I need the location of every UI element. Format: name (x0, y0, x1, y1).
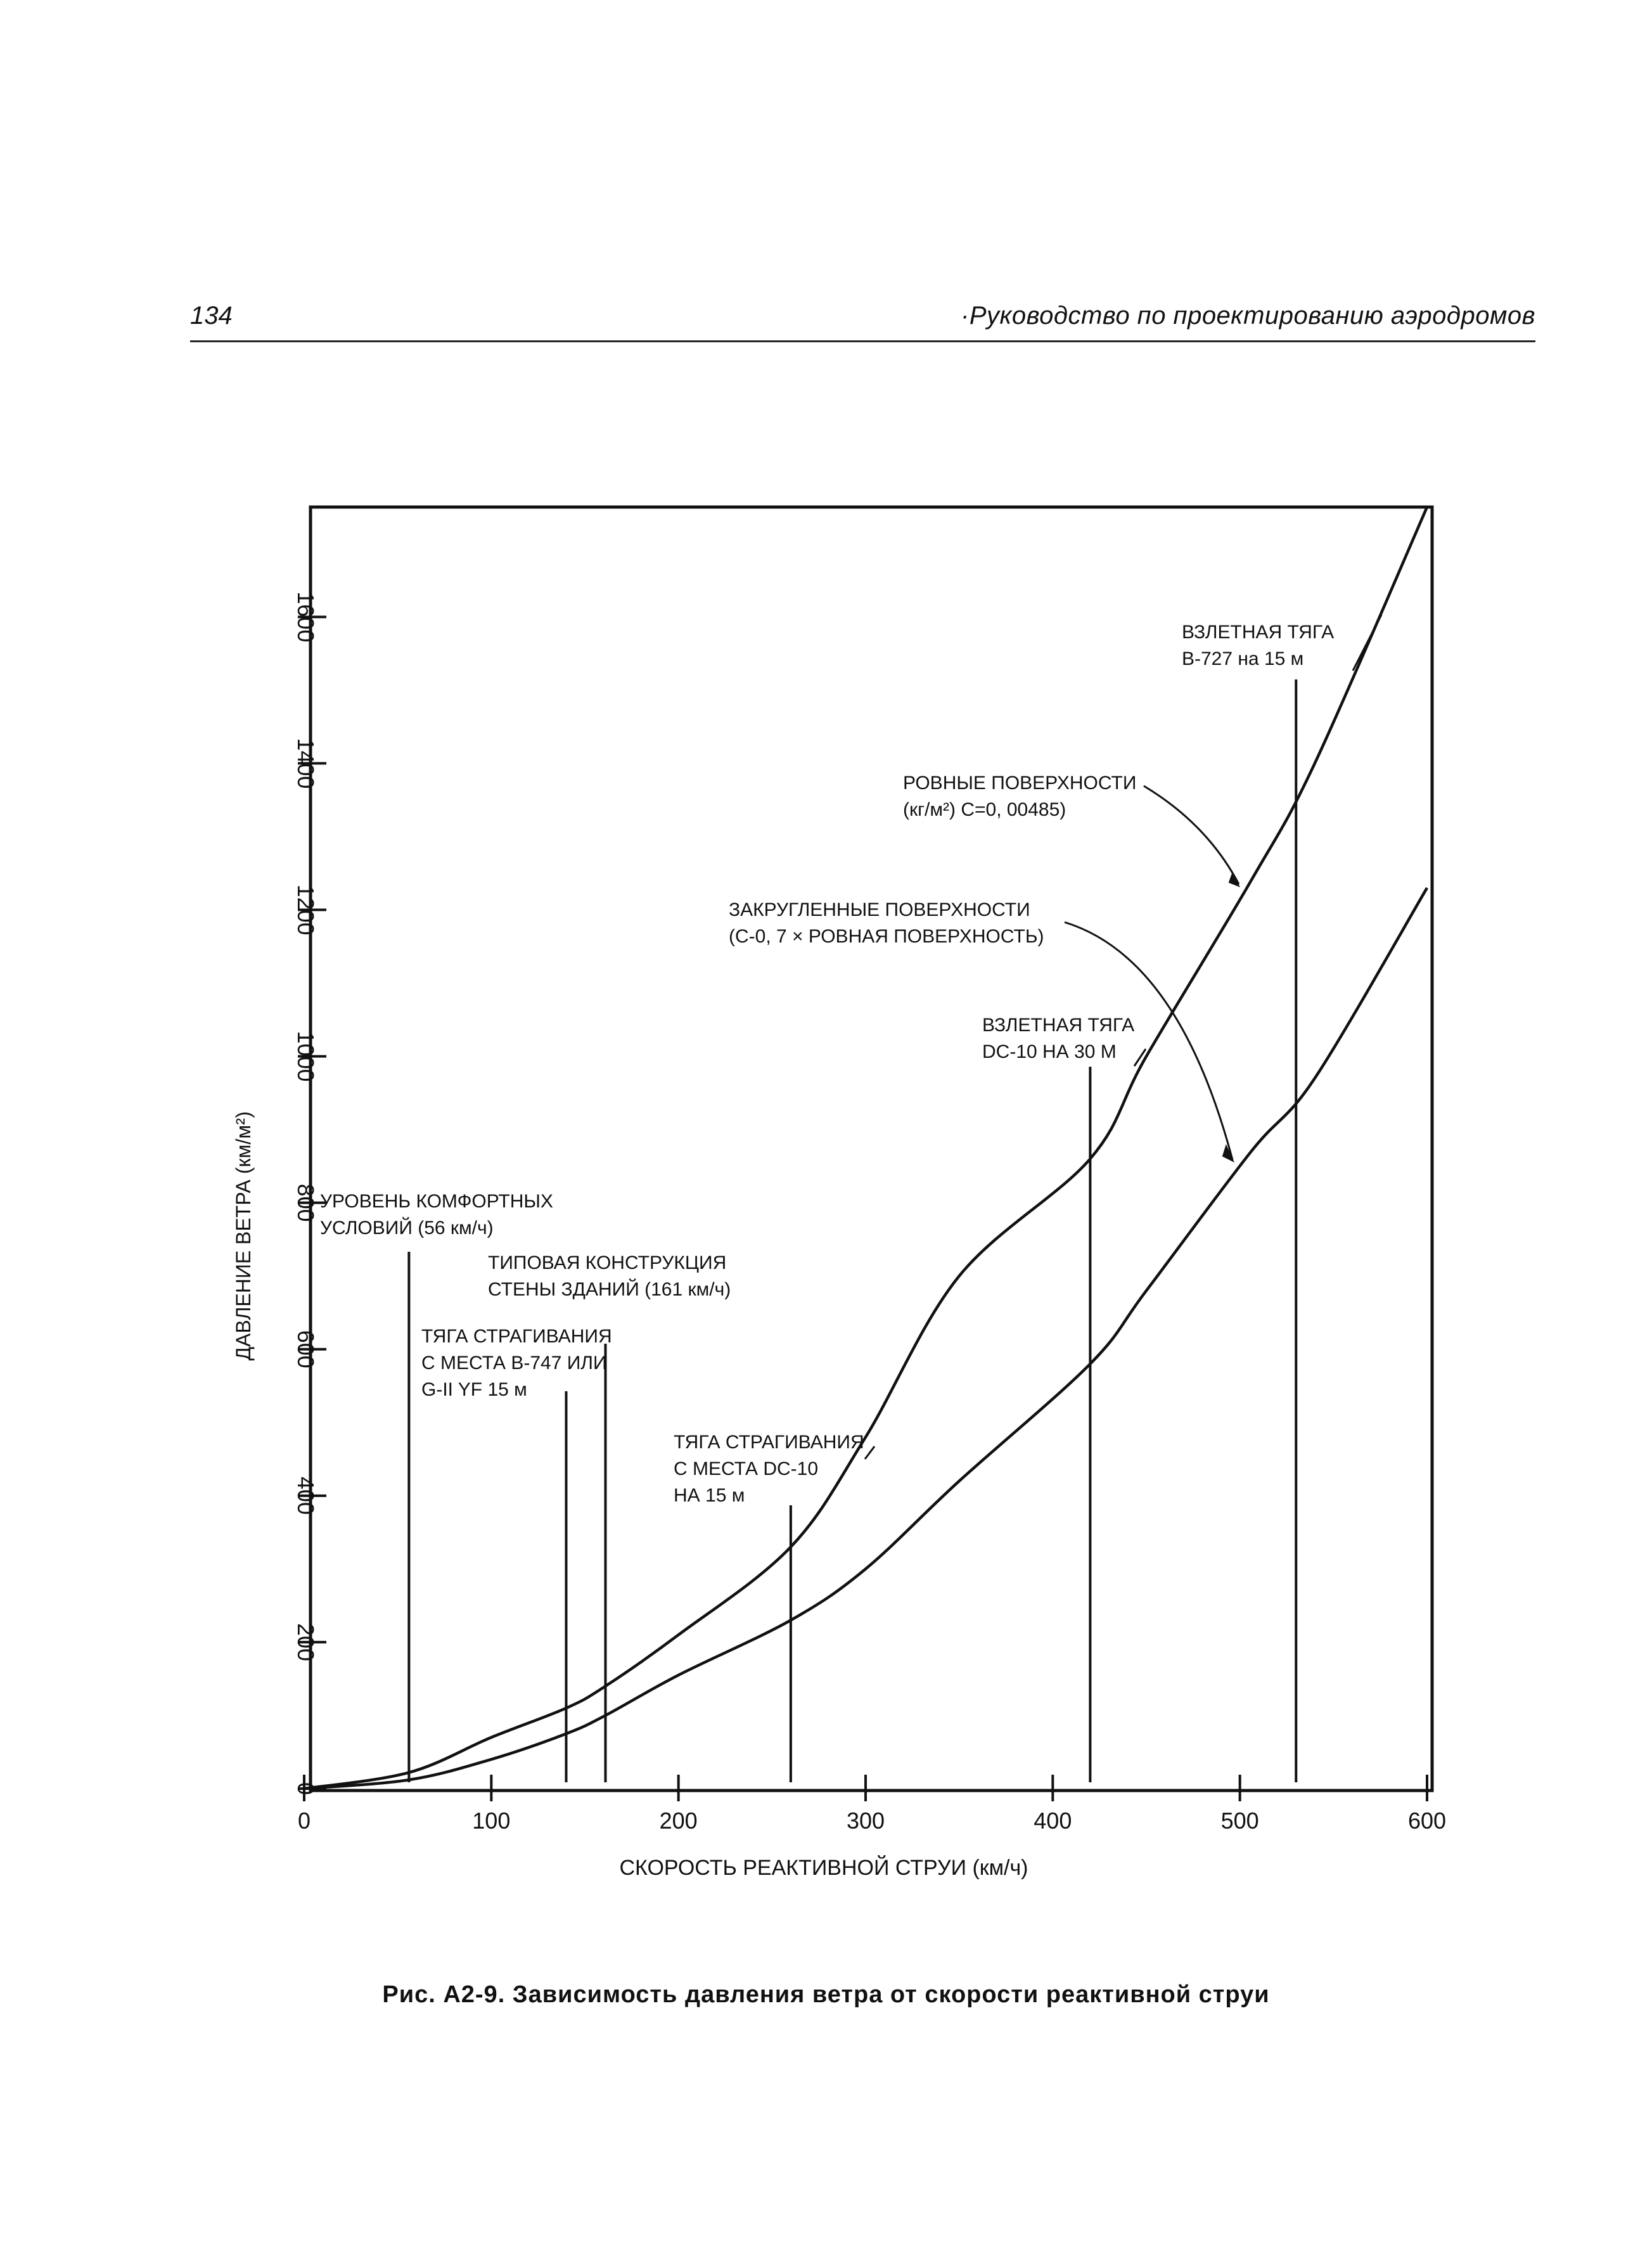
x-tick-label: 0 (298, 1808, 311, 1834)
annotation-line: УСЛОВИЙ (56 км/ч) (320, 1217, 494, 1238)
annotation-line: В-727 на 15 м (1182, 648, 1303, 669)
y-tick-label: 1200 (293, 884, 319, 935)
arrowhead-rounded-surfaces (1222, 1144, 1235, 1163)
y-tick-label: 1400 (293, 738, 319, 788)
page-number: 134 (190, 302, 233, 330)
annotation-line: (С-0, 7 × РОВНАЯ ПОВЕРХНОСТЬ) (729, 926, 1044, 947)
y-tick-label: 200 (293, 1623, 319, 1661)
annotation-flat-surfaces: РОВНЫЕ ПОВЕРХНОСТИ (кг/м²) C=0, 00485) (903, 773, 1136, 820)
y-tick-label: 600 (293, 1330, 319, 1368)
annotation-line: НА 15 м (674, 1485, 745, 1506)
y-axis-label: ДАВЛЕНИЕ ВЕТРА (км/м²) (232, 1111, 255, 1360)
annotation-dc10-breakaway: ТЯГА СТРАГИВАНИЯ С МЕСТА DC-10 НА 15 м (674, 1432, 864, 1506)
leader-dc10-takeoff (1133, 1048, 1147, 1067)
leader-b727-takeoff (1352, 614, 1383, 671)
leader-dc10-breakaway (864, 1446, 876, 1460)
x-tick-label: 400 (1034, 1808, 1072, 1834)
series-rounded-surfaces (304, 887, 1428, 1791)
annotation-line: ВЗЛЕТНАЯ ТЯГА (1182, 622, 1334, 643)
figure-caption: Рис. А2-9. Зависимость давления ветра от… (382, 1981, 1270, 2008)
plot-frame (309, 505, 1434, 1792)
header-rule (190, 340, 1535, 342)
leader-flat-surfaces (1143, 785, 1240, 885)
annotation-line: (кг/м²) C=0, 00485) (903, 799, 1066, 820)
series-flat-surfaces (304, 506, 1429, 1791)
leader-arrows (864, 614, 1383, 1460)
annotation-line: ТЯГА СТРАГИВАНИЯ (674, 1432, 864, 1453)
x-tick-label: 300 (847, 1808, 885, 1834)
x-tick-label: 600 (1408, 1808, 1446, 1834)
x-tick-label: 200 (660, 1808, 698, 1834)
annotation-line: ВЗЛЕТНАЯ ТЯГА (982, 1015, 1134, 1036)
annotation-line: С МЕСТА DC-10 (674, 1458, 818, 1479)
x-axis-label: СКОРОСТЬ РЕАКТИВНОЙ СТРУИ (км/ч) (619, 1856, 1028, 1880)
annotation-line: ТИПОВАЯ КОНСТРУКЦИЯ (488, 1252, 726, 1273)
x-tick-label: 100 (472, 1808, 510, 1834)
y-tick-label: 1600 (293, 591, 319, 642)
annotation-line: ЗАКРУГЛЕННЫЕ ПОВЕРХНОСТИ (729, 899, 1030, 920)
annotation-labels: УРОВЕНЬ КОМФОРТНЫХ УСЛОВИЙ (56 км/ч) ТИПОВ… (320, 622, 1334, 1506)
annotation-comfort-level: УРОВЕНЬ КОМФОРТНЫХ УСЛОВИЙ (56 км/ч) (320, 1191, 553, 1238)
annotation-line: УРОВЕНЬ КОМФОРТНЫХ (320, 1191, 553, 1212)
annotation-b747-breakaway: ТЯГА СТРАГИВАНИЯ С МЕСТА В-747 ИЛИ G-II YF… (421, 1326, 612, 1400)
annotation-dc10-takeoff: ВЗЛЕТНАЯ ТЯГА DC-10 НА 30 М (982, 1015, 1134, 1062)
annotation-line: РОВНЫЕ ПОВЕРХНОСТИ (903, 773, 1136, 794)
annotation-b727-takeoff: ВЗЛЕТНАЯ ТЯГА В-727 на 15 м (1182, 622, 1334, 669)
axis-ticks (298, 615, 1428, 1801)
annotation-rounded-surfaces: ЗАКРУГЛЕННЫЕ ПОВЕРХНОСТИ (С-0, 7 × РОВНАЯ… (729, 899, 1044, 947)
series-lines (304, 506, 1429, 1791)
arrowhead-flat-surfaces (1228, 872, 1241, 887)
x-tick-label: 500 (1221, 1808, 1259, 1834)
annotation-line: СТЕНЫ ЗДАНИЙ (161 км/ч) (488, 1278, 731, 1300)
marker-lines (407, 679, 1298, 1782)
x-tick-labels: 0 100 200 300 400 500 600 (298, 1808, 1446, 1834)
running-title: ·Руководство по проектированию аэродромо… (961, 302, 1535, 330)
y-tick-label: 400 (293, 1477, 319, 1515)
annotation-line: ТЯГА СТРАГИВАНИЯ (421, 1326, 612, 1347)
leader-rounded-surfaces (1064, 921, 1234, 1161)
y-tick-label: 800 (293, 1184, 319, 1222)
annotation-building-wall: ТИПОВАЯ КОНСТРУКЦИЯ СТЕНЫ ЗДАНИЙ (161 км/… (488, 1252, 731, 1300)
annotation-line: G-II YF 15 м (421, 1379, 527, 1400)
annotation-line: DC-10 НА 30 М (982, 1041, 1117, 1062)
annotation-line: С МЕСТА В-747 ИЛИ (421, 1353, 607, 1373)
y-tick-label: 1000 (293, 1031, 319, 1082)
